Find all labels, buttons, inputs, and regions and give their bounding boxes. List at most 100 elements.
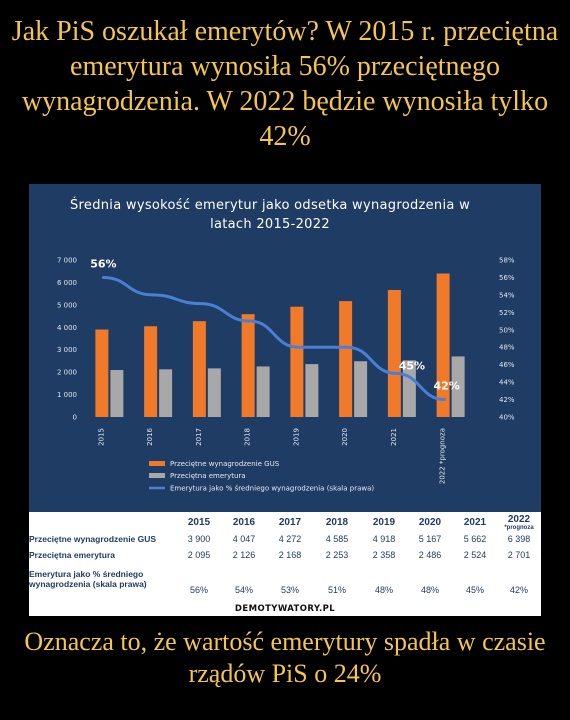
table-row: Emerytura jako % średniego wynagrodzenia … [29, 563, 541, 595]
x-tick-label: 2020 [341, 428, 349, 446]
table-cell: 3 900 [187, 534, 211, 544]
bar-pension [159, 369, 173, 417]
table-row: Przeciętna emerytura 2 095 2 126 2 168 2… [29, 547, 541, 563]
table-cell: 54% [234, 585, 253, 595]
x-tick-label: 2016 [146, 427, 154, 445]
table-cell: 53% [280, 585, 299, 595]
bar-pension [256, 366, 270, 417]
legend-swatch-pension [149, 473, 165, 478]
table-cell: 4 272 [278, 534, 302, 544]
caption: Oznacza to, że wartość emerytury spadła … [24, 627, 546, 688]
x-tick-label: 2018 [244, 428, 252, 446]
table-cell: 4 047 [232, 534, 256, 544]
data-label: 45% [399, 359, 425, 372]
x-tick-label: 2021 [390, 428, 398, 446]
combo-chart: 0 1 000 2 000 3 000 4 000 5 000 6 000 7 000 40% 4… [57, 257, 515, 493]
table-cell: 5 662 [463, 534, 487, 544]
x-tick-label: 2015 [97, 428, 105, 446]
table-header-cell: 2020 [418, 517, 442, 528]
table-header-2022: 2022 [507, 514, 531, 525]
y-right-tick-label: 58% [499, 257, 515, 265]
table-cell: 2 095 [187, 550, 211, 560]
table-header-cell: 2017 [278, 517, 302, 528]
y-left-tick-label: 2 000 [57, 369, 77, 377]
forecast-note: *prognoza [504, 525, 534, 531]
bar-pension [354, 361, 368, 417]
bar-pension [305, 364, 319, 417]
data-label: 42% [433, 380, 459, 393]
y-right-tick-label: 46% [499, 361, 515, 369]
table-cell: 2 253 [325, 550, 349, 560]
table-cell: 45% [465, 585, 484, 595]
table-cell: 2 486 [418, 550, 442, 560]
chart-title: Średnia wysokość emerytur jako odsetka w… [70, 198, 470, 232]
table-cell: 56% [189, 585, 208, 595]
y-right-tick-label: 54% [499, 291, 515, 299]
y-left-tick-label: 3 000 [57, 346, 77, 354]
y-left-tick-label: 5 000 [57, 301, 77, 309]
y-right-tick-label: 48% [499, 344, 515, 352]
table-cell: 5 167 [418, 534, 442, 544]
table-header-cell: 2021 [463, 517, 487, 528]
y-right-tick-label: 44% [499, 379, 515, 387]
x-tick-label: 2019 [292, 428, 300, 446]
y-right-tick-label: 40% [499, 414, 515, 422]
table-corner [29, 514, 177, 531]
y-left-tick-label: 1 000 [57, 391, 77, 399]
headline: Jak PiS oszukał emerytów? W 2015 r. prze… [11, 16, 559, 152]
y-left-tick-label: 6 000 [57, 279, 77, 287]
legend-swatch-wages [149, 461, 165, 466]
table-cell: 51% [327, 585, 346, 595]
watermark: DEMOTYWATORY.PL [224, 603, 346, 616]
table-cell: 2 701 [507, 550, 531, 560]
table-cell: 4 585 [325, 534, 349, 544]
row-label: Przeciętna emerytura [29, 550, 115, 560]
bar-wages [241, 314, 255, 417]
table-header-cell: 2018 [325, 517, 349, 528]
bar-wages [192, 321, 206, 417]
row-label: Emerytura jako % średniego wynagrodzenia … [29, 563, 177, 595]
table-row: Przeciętne wynagrodzenie GUS 3 900 4 047… [29, 531, 541, 547]
y-right-tick-label: 56% [499, 274, 515, 282]
y-left-tick-label: 4 000 [57, 324, 77, 332]
bar-wages [95, 329, 109, 417]
table-cell: 2 168 [278, 550, 302, 560]
y-left-tick-label: 7 000 [57, 257, 77, 265]
legend-label-pension: Przeciętna emerytura [170, 472, 246, 480]
bar-wages [339, 301, 353, 417]
table-header-cell: 2015 [187, 517, 211, 528]
row-label-line2: wynagrodzenia (skala prawa) [29, 579, 147, 589]
data-table: 2015 2016 2017 2018 2019 2020 2021 2022 *… [29, 514, 541, 595]
table-cell: 48% [374, 585, 393, 595]
table-cell: 48% [420, 585, 439, 595]
table-cell: 2 126 [232, 550, 256, 560]
row-label: Przeciętne wynagrodzenie GUS [29, 534, 157, 544]
y-left-tick-label: 0 [73, 414, 77, 422]
legend-label-wages: Przeciętne wynagrodzenie GUS [170, 460, 280, 468]
bar-pension [207, 368, 221, 417]
x-tick-label: 2022 *prognoza [439, 428, 447, 484]
ratio-line [101, 275, 447, 402]
legend-label-ratio: Emerytura jako % średniego wynagrodzenia… [170, 485, 374, 493]
data-label: 56% [90, 257, 116, 270]
table-cell: 4 918 [372, 534, 396, 544]
bar-pension [110, 370, 124, 417]
table-cell: 2 358 [372, 550, 396, 560]
y-right-tick-label: 42% [499, 396, 515, 404]
table-cell: 6 398 [507, 534, 531, 544]
table-header-cell: 2019 [372, 517, 396, 528]
table-header-cell: 2022 *prognoza [497, 514, 541, 531]
table-header-row: 2015 2016 2017 2018 2019 2020 2021 2022 *… [29, 514, 541, 531]
y-right-tick-label: 50% [499, 326, 515, 334]
bar-wages [436, 273, 450, 417]
bar-pension [451, 356, 465, 417]
row-label-line1: Emerytura jako % średniego [29, 569, 144, 579]
table-header-cell: 2016 [232, 517, 256, 528]
table-cell: 42% [509, 585, 528, 595]
bar-wages [290, 306, 304, 417]
bar-wages [387, 290, 401, 417]
y-right-tick-label: 52% [499, 309, 515, 317]
x-tick-label: 2017 [195, 428, 203, 446]
table-cell: 2 524 [463, 550, 487, 560]
chart-panel [29, 184, 541, 512]
